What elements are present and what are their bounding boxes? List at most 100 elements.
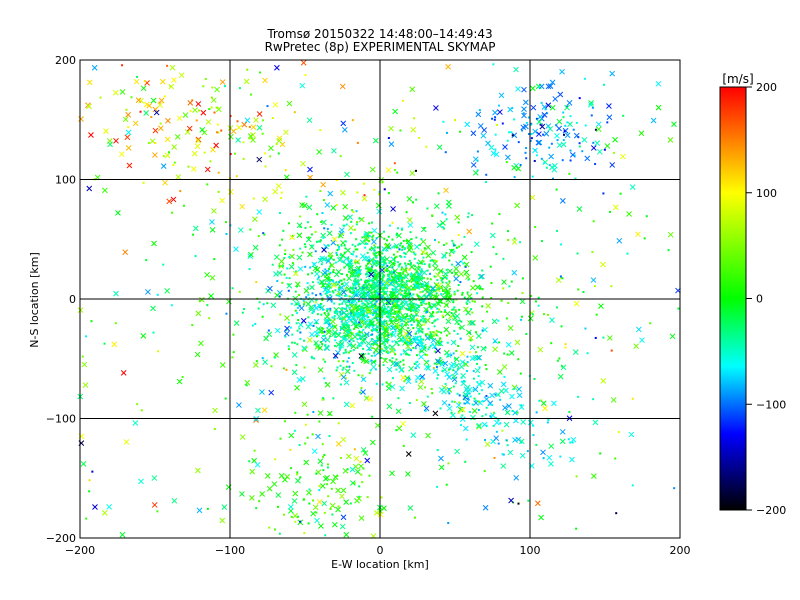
scatter-point-x (401, 337, 408, 343)
scatter-point (359, 391, 362, 394)
scatter-point-x (287, 508, 294, 514)
scatter-point (444, 213, 447, 216)
scatter-point-x (330, 205, 337, 211)
scatter-point-x (369, 439, 376, 446)
scatter-point (236, 120, 239, 123)
scatter-point (376, 260, 379, 263)
y-axis-label: N-S location [km] (28, 252, 41, 348)
scatter-point (426, 277, 429, 280)
scatter-point-x (500, 381, 507, 388)
scatter-point (433, 320, 436, 323)
scatter-point-x (436, 144, 443, 151)
scatter-point-x (388, 125, 394, 132)
scatter-point (401, 248, 404, 251)
scatter-point (326, 307, 329, 310)
scatter-point (304, 73, 307, 76)
scatter-point-x (492, 338, 499, 344)
scatter-point (362, 283, 365, 286)
scatter-point (339, 364, 342, 367)
scatter-point (423, 323, 426, 326)
scatter-point (258, 500, 261, 503)
scatter-point (315, 294, 318, 297)
scatter-point (507, 239, 510, 242)
scatter-point-x (311, 448, 318, 455)
scatter-point (249, 137, 252, 140)
scatter-point (242, 157, 245, 160)
scatter-point-x (418, 354, 425, 360)
scatter-point (327, 244, 330, 247)
scatter-point-x (343, 281, 350, 287)
scatter-point (297, 319, 300, 322)
scatter-point (452, 242, 455, 245)
scatter-point (381, 181, 384, 184)
scatter-point (351, 269, 354, 272)
scatter-point (505, 439, 508, 442)
scatter-point-x (343, 401, 350, 408)
scatter-point (559, 455, 562, 458)
scatter-point (312, 410, 315, 413)
scatter-point (591, 106, 594, 109)
scatter-point (320, 263, 323, 266)
scatter-point (358, 217, 361, 220)
scatter-point (192, 233, 195, 236)
scatter-point (311, 357, 314, 360)
scatter-point (319, 306, 322, 309)
scatter-point (385, 244, 388, 247)
scatter-point (408, 268, 411, 271)
scatter-point (355, 223, 358, 226)
scatter-point-x (349, 480, 356, 486)
scatter-point (397, 272, 400, 275)
scatter-point (432, 366, 435, 369)
scatter-point (577, 288, 580, 291)
scatter-point (150, 116, 153, 119)
scatter-point (298, 304, 301, 307)
scatter-point (311, 312, 314, 315)
scatter-point (465, 438, 468, 441)
scatter-point (213, 428, 216, 431)
scatter-point (407, 327, 410, 330)
scatter-point (503, 375, 506, 378)
scatter-point-x (253, 117, 259, 123)
scatter-point-x (143, 101, 150, 108)
scatter-point (503, 352, 506, 355)
scatter-point (437, 241, 440, 244)
scatter-point (454, 382, 457, 385)
scatter-point (319, 257, 322, 260)
scatter-point (308, 502, 311, 505)
scatter-point (441, 361, 444, 364)
scatter-point-x (195, 467, 201, 474)
scatter-point-x (331, 236, 338, 243)
scatter-point (506, 230, 509, 233)
scatter-point-x (262, 359, 269, 366)
scatter-point (385, 286, 388, 289)
scatter-point-x (373, 347, 379, 354)
scatter-point (435, 295, 438, 298)
scatter-point (358, 495, 361, 498)
scatter-point (417, 282, 420, 285)
scatter-point (365, 336, 368, 339)
scatter-point (448, 332, 451, 335)
scatter-point-x (152, 106, 159, 113)
scatter-point (357, 298, 360, 301)
scatter-point (366, 301, 369, 304)
scatter-point-x (348, 264, 354, 271)
scatter-point-x (482, 504, 489, 511)
scatter-point (364, 337, 367, 340)
scatter-point (311, 433, 314, 436)
scatter-point (320, 220, 323, 223)
scatter-point (535, 411, 538, 414)
scatter-point-x (303, 459, 310, 466)
scatter-point (484, 346, 487, 349)
scatter-point (361, 374, 364, 377)
scatter-point-x (441, 252, 447, 259)
scatter-point (302, 303, 305, 306)
scatter-point (366, 314, 369, 317)
scatter-point (519, 372, 522, 375)
scatter-point (351, 332, 354, 335)
scatter-point (390, 310, 393, 313)
scatter-point (416, 272, 419, 275)
scatter-point-x (590, 277, 597, 283)
scatter-point (373, 328, 376, 331)
scatter-point (393, 245, 396, 248)
scatter-point (544, 108, 547, 111)
